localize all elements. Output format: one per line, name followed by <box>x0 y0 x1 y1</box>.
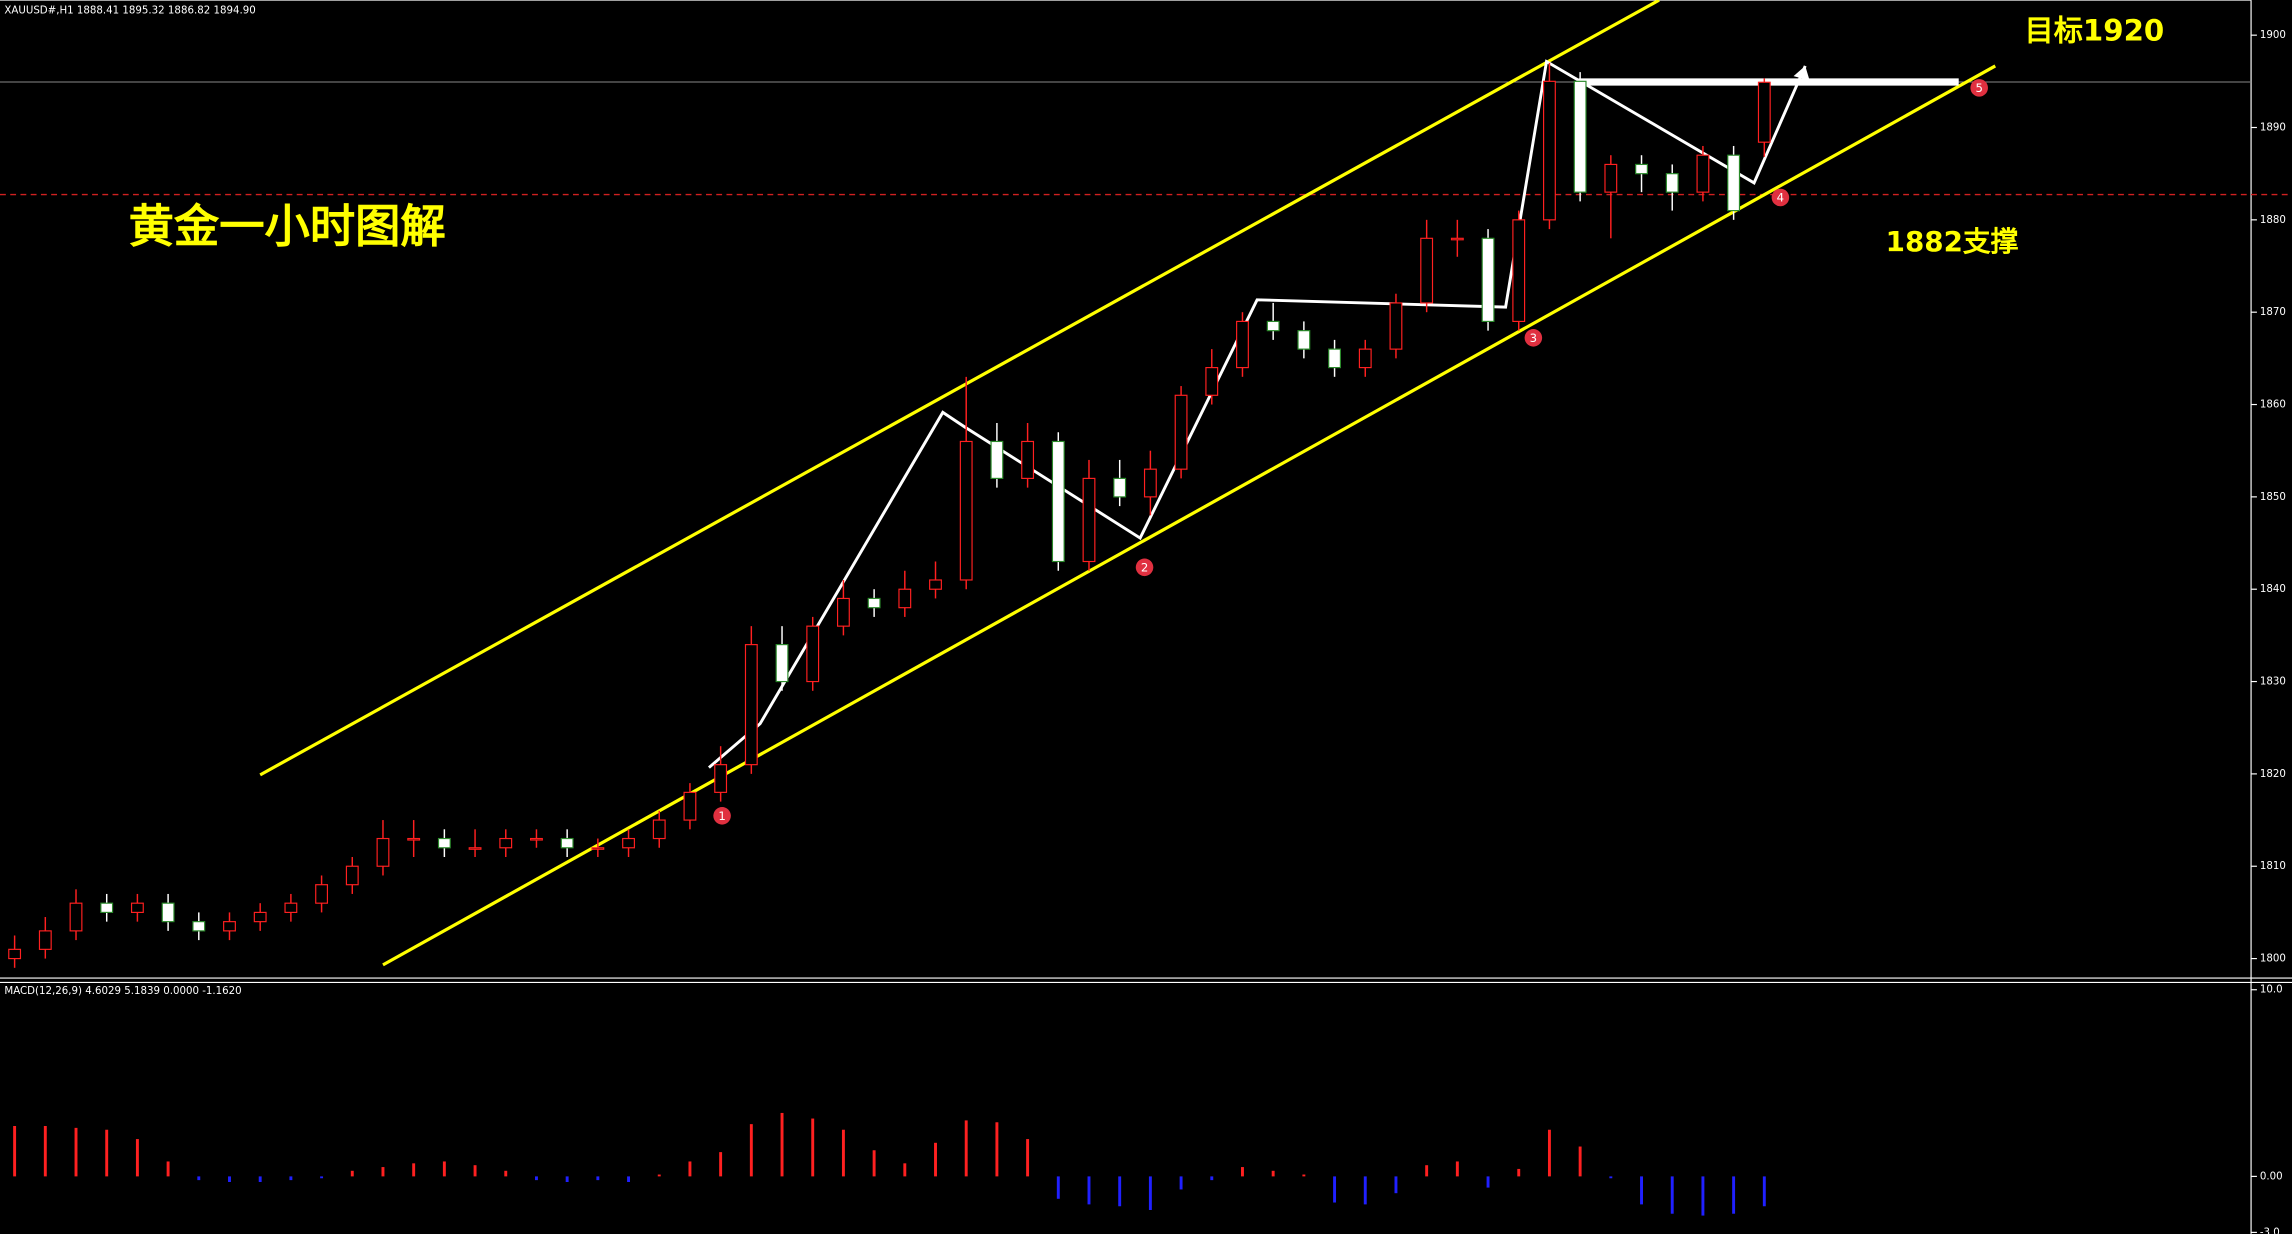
y-tick-label: 1900 <box>2260 30 2286 41</box>
wave-marker: 1 <box>713 807 731 825</box>
candle-body <box>775 644 789 683</box>
marker-label: 2 <box>1141 561 1148 575</box>
macd-title: MACD(12,26,9) 4.6029 5.1839 0.0000 -1.16… <box>4 986 241 997</box>
candle-body <box>1481 237 1495 323</box>
candle-body <box>223 921 236 932</box>
channel-upper <box>259 0 1660 777</box>
arrow-head <box>1793 65 1810 81</box>
candle-body <box>407 837 421 841</box>
candle-body <box>1236 320 1249 369</box>
y-tick-label: 1830 <box>2260 677 2286 688</box>
candle-body <box>284 902 298 913</box>
candle-body <box>1051 440 1065 563</box>
candle-body <box>744 644 758 766</box>
channel-lower <box>382 64 1997 967</box>
candle-body <box>1757 81 1771 143</box>
candle-body <box>130 902 144 913</box>
candle-body <box>192 921 206 932</box>
candle-body <box>253 911 267 923</box>
candle-body <box>1635 163 1648 175</box>
candle-body <box>622 837 635 849</box>
wave-path <box>707 59 1807 769</box>
candle-body <box>806 625 820 683</box>
y-tick-label: 1890 <box>2260 123 2286 134</box>
candle-body <box>1696 154 1710 193</box>
wave-marker: 4 <box>1771 188 1790 207</box>
candle-body <box>1450 237 1464 241</box>
candle-body <box>560 837 574 849</box>
candle-body <box>1143 468 1157 498</box>
candle-body <box>714 764 728 793</box>
support-note: 1882支撑 <box>1886 225 2019 258</box>
candle-body <box>315 884 329 904</box>
marker-label: 1 <box>718 809 725 823</box>
candle-body <box>1543 80 1556 221</box>
y-tick-label: 1850 <box>2260 492 2286 503</box>
target-note: 目标1920 <box>2025 13 2165 47</box>
marker-label: 4 <box>1777 191 1784 205</box>
candle-body <box>1297 330 1311 350</box>
candle-body <box>161 902 175 923</box>
candle-body <box>1512 219 1526 323</box>
candle-body <box>1358 348 1372 369</box>
marker-label: 5 <box>1975 81 1982 95</box>
y-tick-label: 1810 <box>2260 861 2286 872</box>
candle-body <box>1174 394 1188 470</box>
y-tick-label: 10.0 <box>2260 985 2283 996</box>
symbol-header: XAUUSD#,H1 1888.41 1895.32 1886.82 1894.… <box>4 5 255 16</box>
candle-body <box>376 837 390 867</box>
y-tick-label: 1860 <box>2260 400 2286 411</box>
candle-body <box>100 902 114 913</box>
candle-body <box>929 579 942 590</box>
candle-body <box>1113 477 1127 498</box>
candle-body <box>1205 367 1219 396</box>
y-tick-label: 1840 <box>2260 584 2286 595</box>
wave-marker: 5 <box>1970 79 1988 97</box>
y-tick-label: 1800 <box>2260 954 2286 965</box>
candle-body <box>867 597 881 609</box>
wave-marker: 3 <box>1524 329 1543 347</box>
y-tick-label: 1880 <box>2260 215 2286 226</box>
y-tick-label: 1870 <box>2260 307 2286 318</box>
candle-body <box>591 847 605 850</box>
candle-body <box>836 597 850 627</box>
candle-body <box>468 847 482 850</box>
candle-body <box>437 837 451 849</box>
candle-body <box>38 930 52 950</box>
candle-body <box>990 440 1004 479</box>
wave-marker: 2 <box>1135 558 1154 577</box>
candle-body <box>1328 348 1341 369</box>
candle-body <box>499 837 513 849</box>
annotation-title: 黄金一小时图解 <box>129 200 446 253</box>
candle-body <box>898 588 912 609</box>
candle-body <box>1082 477 1096 563</box>
candle-body <box>1266 320 1280 332</box>
candle-body <box>1665 173 1679 193</box>
candle-body <box>530 837 543 841</box>
candle-body <box>8 948 22 960</box>
candle-body <box>652 819 666 840</box>
candle-body <box>959 440 973 581</box>
y-tick-label: 1820 <box>2260 769 2286 780</box>
candle-body <box>345 865 359 886</box>
candle-body <box>683 791 697 821</box>
candle-body <box>1573 80 1587 193</box>
candle-body <box>1604 163 1618 193</box>
candle-body <box>1389 302 1403 350</box>
candle-body <box>69 902 83 932</box>
candle-body <box>1727 154 1741 212</box>
marker-label: 3 <box>1530 331 1537 345</box>
y-tick-label: -3.0 <box>2260 1227 2280 1234</box>
candle-body <box>1420 237 1434 304</box>
y-tick-label: 0.00 <box>2260 1171 2283 1182</box>
candle-body <box>1021 440 1035 479</box>
